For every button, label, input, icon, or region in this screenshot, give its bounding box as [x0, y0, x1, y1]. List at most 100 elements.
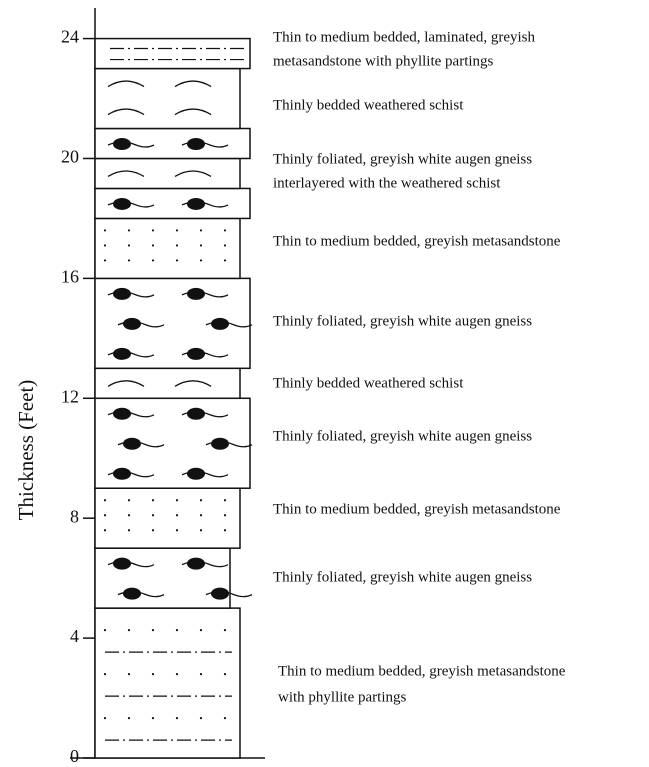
augen-symbol [211, 438, 229, 450]
layer-description: Thinly foliated, greyish white augen gne… [273, 428, 532, 444]
augen-symbol [113, 288, 131, 300]
sand-dot [200, 717, 202, 719]
layer-description: Thinly bedded weathered schist [273, 97, 464, 113]
page: {"column": { "axis_label": "Thickness (F… [0, 0, 649, 767]
sand-dot [152, 244, 154, 246]
sand-dot [224, 717, 226, 719]
sand-dot [224, 259, 226, 261]
layer [95, 488, 240, 548]
augen-symbol [211, 588, 229, 600]
sand-dot [176, 717, 178, 719]
sand-dot [200, 499, 202, 501]
sand-dot [200, 529, 202, 531]
sand-dot [128, 499, 130, 501]
sand-dot [104, 673, 106, 675]
sand-dot [152, 514, 154, 516]
layer-description: metasandstone with phyllite partings [273, 53, 494, 69]
layer [95, 548, 230, 608]
layer-description: Thin to medium bedded, greyish metasands… [273, 233, 561, 249]
layer-description: Thinly foliated, greyish white augen gne… [273, 151, 532, 167]
augen-symbol [113, 198, 131, 210]
sand-dot [200, 673, 202, 675]
augen-symbol [113, 558, 131, 570]
y-tick-label: 4 [70, 626, 79, 646]
augen-symbol [113, 138, 131, 150]
stratigraphic-column: Thickness (Feet) 0 4 8 12 16 20 24 Thin to medi… [0, 0, 649, 767]
sand-dot [152, 673, 154, 675]
augen-symbol [187, 198, 205, 210]
sand-dot [224, 229, 226, 231]
sand-dot [152, 499, 154, 501]
augen-symbol [187, 288, 205, 300]
sand-dot [176, 499, 178, 501]
sand-dot [104, 514, 106, 516]
sand-dot [104, 229, 106, 231]
augen-symbol [211, 318, 229, 330]
sand-dot [152, 717, 154, 719]
layer-description: Thin to medium bedded, laminated, greyis… [273, 29, 536, 45]
sand-dot [176, 629, 178, 631]
layer [95, 69, 240, 129]
augen-symbol [113, 408, 131, 420]
y-tick-label: 12 [61, 386, 79, 406]
sand-dot [224, 499, 226, 501]
sand-dot [200, 229, 202, 231]
augen-symbol [187, 558, 205, 570]
sand-dot [128, 229, 130, 231]
layer-description: Thin to medium bedded, greyish metasands… [273, 501, 561, 517]
sand-dot [104, 499, 106, 501]
sand-dot [176, 529, 178, 531]
augen-symbol [187, 138, 205, 150]
sand-dot [200, 629, 202, 631]
y-tick-label: 16 [61, 267, 79, 287]
augen-symbol [123, 438, 141, 450]
y-tick-label: 0 [70, 746, 79, 766]
layer-description: Thin to medium bedded, greyish metasands… [278, 663, 566, 679]
sand-dot [176, 244, 178, 246]
sand-dot [104, 244, 106, 246]
y-tick-label: 24 [61, 27, 79, 47]
augen-symbol [187, 348, 205, 360]
sand-dot [128, 259, 130, 261]
sand-dot [224, 629, 226, 631]
sand-dot [152, 529, 154, 531]
augen-symbol [113, 468, 131, 480]
sand-dot [128, 717, 130, 719]
y-tick-label: 8 [70, 506, 79, 526]
sand-dot [224, 244, 226, 246]
sand-dot [224, 514, 226, 516]
layer [95, 608, 240, 758]
sand-dot [128, 629, 130, 631]
sand-dot [200, 514, 202, 516]
layer [95, 158, 240, 188]
sand-dot [176, 229, 178, 231]
sand-dot [224, 529, 226, 531]
layer-description: interlayered with the weathered schist [273, 175, 501, 191]
sand-dot [128, 673, 130, 675]
layer [95, 368, 240, 398]
y-tick-label: 20 [61, 147, 79, 167]
layer-description: Thinly bedded weathered schist [273, 375, 464, 391]
augen-symbol [123, 588, 141, 600]
augen-symbol [187, 408, 205, 420]
sand-dot [176, 673, 178, 675]
augen-symbol [187, 468, 205, 480]
sand-dot [104, 717, 106, 719]
sand-dot [200, 259, 202, 261]
sand-dot [224, 673, 226, 675]
sand-dot [104, 629, 106, 631]
layer-description: Thinly foliated, greyish white augen gne… [273, 313, 532, 329]
sand-dot [128, 244, 130, 246]
sand-dot [152, 229, 154, 231]
sand-dot [104, 529, 106, 531]
axis-label: Thickness (Feet) [14, 380, 38, 521]
layer-description: with phyllite partings [278, 689, 406, 705]
sand-dot [176, 514, 178, 516]
augen-symbol [113, 348, 131, 360]
sand-dot [152, 259, 154, 261]
sand-dot [128, 529, 130, 531]
augen-symbol [123, 318, 141, 330]
sand-dot [128, 514, 130, 516]
layer-description: Thinly foliated, greyish white augen gne… [273, 569, 532, 585]
sand-dot [104, 259, 106, 261]
